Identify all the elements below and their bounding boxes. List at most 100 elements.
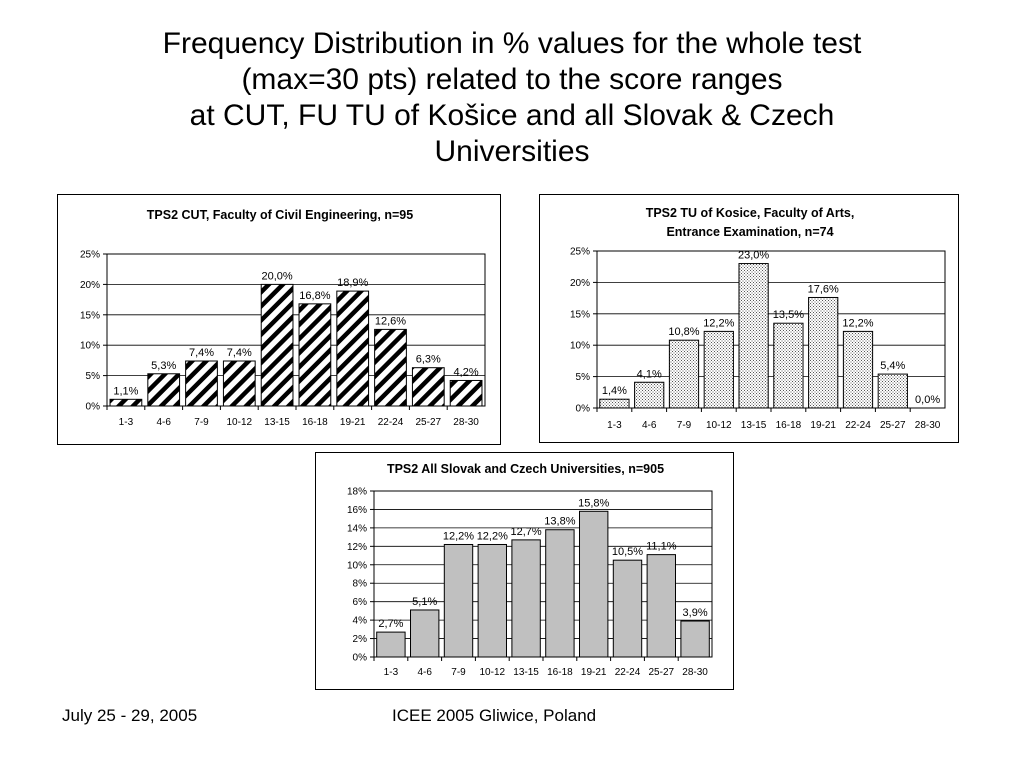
chart-svg: TPS2 All Slovak and Czech Universities, … bbox=[347, 462, 713, 678]
data-label: 12,7% bbox=[510, 526, 541, 538]
bar-16-18 bbox=[298, 303, 332, 407]
bar-19-21 bbox=[579, 510, 609, 658]
bar-13-15 bbox=[511, 539, 541, 658]
x-tick-label: 13-15 bbox=[264, 417, 290, 428]
x-tick-label: 10-12 bbox=[706, 420, 732, 431]
y-tick-label: 20% bbox=[570, 278, 590, 289]
bar-16-18 bbox=[773, 322, 804, 409]
x-tick-label: 25-27 bbox=[649, 667, 675, 678]
y-tick-label: 5% bbox=[86, 371, 101, 382]
y-tick-label: 16% bbox=[347, 505, 367, 516]
data-label: 7,4% bbox=[227, 347, 252, 359]
x-tick-label: 10-12 bbox=[227, 417, 253, 428]
data-label: 5,1% bbox=[412, 596, 437, 608]
chart-title: TPS2 All Slovak and Czech Universities, … bbox=[387, 462, 664, 476]
x-tick-label: 1-3 bbox=[607, 420, 622, 431]
x-tick-label: 19-21 bbox=[340, 417, 366, 428]
data-label: 5,4% bbox=[880, 360, 905, 372]
y-tick-label: 2% bbox=[353, 634, 368, 645]
x-tick-label: 4-6 bbox=[642, 420, 657, 431]
bar-28-30 bbox=[680, 620, 710, 658]
y-tick-label: 0% bbox=[576, 404, 591, 415]
slide-title-line: (max=30 pts) related to the score ranges bbox=[241, 63, 783, 96]
chart-title: Entrance Examination, n=74 bbox=[666, 225, 833, 239]
chart-tu-kosice-arts: TPS2 TU of Kosice, Faculty of Arts, Entra… bbox=[539, 194, 959, 443]
data-label: 13,5% bbox=[773, 309, 804, 321]
x-tick-label: 13-15 bbox=[513, 667, 539, 678]
chart-cut-civil-engineering: TPS2 CUT, Faculty of Civil Engineering, … bbox=[57, 194, 501, 445]
bar-28-30 bbox=[449, 379, 483, 407]
x-tick-label: 7-9 bbox=[677, 420, 692, 431]
bar-10-12 bbox=[222, 360, 256, 407]
bar-4-6 bbox=[634, 381, 665, 409]
y-tick-label: 25% bbox=[570, 247, 590, 258]
x-tick-label: 25-27 bbox=[416, 417, 442, 428]
bar-10-12 bbox=[477, 543, 507, 658]
y-tick-label: 4% bbox=[353, 616, 368, 627]
data-label: 7,4% bbox=[189, 347, 214, 359]
x-tick-label: 4-6 bbox=[156, 417, 171, 428]
data-label: 12,2% bbox=[842, 317, 873, 329]
bar-1-3 bbox=[376, 631, 406, 658]
data-label: 4,2% bbox=[454, 366, 479, 378]
data-label: 2,7% bbox=[378, 618, 403, 630]
x-tick-label: 1-3 bbox=[119, 417, 134, 428]
bar-13-15 bbox=[260, 283, 294, 407]
data-label: 1,1% bbox=[113, 385, 138, 397]
data-label: 3,9% bbox=[683, 607, 708, 619]
bar-19-21 bbox=[336, 290, 370, 407]
chart-all-slovak-czech: TPS2 All Slovak and Czech Universities, … bbox=[315, 452, 734, 690]
data-label: 11,1% bbox=[646, 541, 677, 553]
x-tick-label: 10-12 bbox=[480, 667, 506, 678]
y-tick-label: 15% bbox=[570, 309, 590, 320]
bar-25-27 bbox=[877, 373, 908, 409]
bar-13-15 bbox=[738, 263, 769, 409]
y-tick-label: 12% bbox=[347, 542, 367, 553]
y-tick-label: 6% bbox=[353, 597, 368, 608]
data-label: 20,0% bbox=[261, 270, 292, 282]
bar-7-9 bbox=[185, 360, 218, 407]
y-tick-label: 20% bbox=[80, 280, 100, 291]
x-tick-label: 4-6 bbox=[417, 667, 432, 678]
x-tick-label: 22-24 bbox=[845, 420, 871, 431]
bar-16-18 bbox=[545, 529, 575, 658]
bar-4-6 bbox=[410, 609, 440, 658]
y-tick-label: 15% bbox=[80, 310, 100, 321]
slide-title-line: Universities bbox=[434, 135, 590, 168]
chart-svg: TPS2 CUT, Faculty of Civil Engineering, … bbox=[80, 208, 486, 428]
y-tick-label: 18% bbox=[347, 487, 367, 498]
bar-1-3 bbox=[599, 398, 630, 409]
data-label: 12,2% bbox=[703, 317, 734, 329]
bar-7-9 bbox=[668, 339, 700, 409]
slide-title-line: Frequency Distribution in % values for t… bbox=[162, 27, 862, 60]
bar-10-12 bbox=[703, 330, 734, 409]
data-label: 4,1% bbox=[637, 368, 662, 380]
y-tick-label: 10% bbox=[570, 341, 590, 352]
data-label: 23,0% bbox=[738, 250, 769, 262]
data-label: 12,2% bbox=[443, 530, 474, 542]
y-tick-label: 5% bbox=[576, 372, 591, 383]
x-tick-label: 25-27 bbox=[880, 420, 906, 431]
data-label: 13,8% bbox=[544, 516, 575, 528]
chart-title: TPS2 TU of Kosice, Faculty of Arts, bbox=[646, 206, 855, 220]
data-label: 18,9% bbox=[337, 277, 368, 289]
data-label: 10,8% bbox=[668, 326, 699, 338]
bar-19-21 bbox=[808, 296, 839, 409]
x-tick-label: 16-18 bbox=[776, 420, 802, 431]
x-tick-label: 22-24 bbox=[615, 667, 641, 678]
y-tick-label: 0% bbox=[86, 402, 101, 413]
slide-title-line: at CUT, FU TU of Košice and all Slovak &… bbox=[189, 99, 835, 132]
slide-title: Frequency Distribution in % values for t… bbox=[60, 26, 964, 170]
x-tick-label: 28-30 bbox=[453, 417, 479, 428]
bar-1-3 bbox=[109, 398, 143, 407]
x-tick-label: 1-3 bbox=[384, 667, 399, 678]
x-tick-label: 22-24 bbox=[378, 417, 404, 428]
x-tick-label: 13-15 bbox=[741, 420, 767, 431]
chart-title: TPS2 CUT, Faculty of Civil Engineering, … bbox=[147, 208, 413, 222]
x-tick-label: 28-30 bbox=[915, 420, 941, 431]
data-label: 1,4% bbox=[602, 385, 627, 397]
bar-25-27 bbox=[411, 367, 445, 407]
data-label: 5,3% bbox=[151, 360, 176, 372]
data-label: 17,6% bbox=[808, 283, 839, 295]
x-tick-label: 7-9 bbox=[451, 667, 466, 678]
